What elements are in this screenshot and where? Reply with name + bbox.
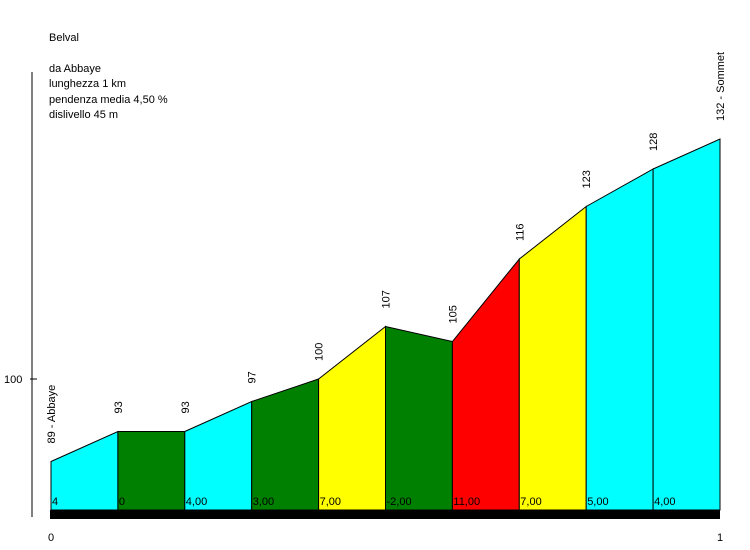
- climb-start: da Abbaye: [49, 62, 101, 75]
- climb-avg-gradient: pendenza media 4,50 %: [49, 93, 168, 106]
- elevation-label: 93: [113, 401, 125, 413]
- climb-info: Belval da Abbaye lunghezza 1 km pendenza…: [49, 31, 168, 124]
- elevation-label: 89 - Abbaye: [46, 385, 58, 444]
- y-tick-label: 100: [4, 374, 22, 386]
- x-tick-label: 0: [48, 532, 54, 544]
- climb-length: lunghezza 1 km: [49, 78, 127, 90]
- segment-gradient-label: 3,00: [253, 496, 274, 508]
- profile-segment: [652, 138, 721, 511]
- profile-segment: [318, 325, 386, 511]
- segment-gradient-label: 11,00: [453, 496, 480, 508]
- elevation-label: 105: [447, 305, 459, 323]
- elevation-label: 107: [381, 290, 393, 308]
- segment-gradient-label: 7,00: [320, 496, 341, 508]
- profile-segment: [50, 430, 119, 511]
- segment-gradient-label: 4: [52, 496, 58, 508]
- distance-baseline: [50, 510, 720, 519]
- elevation-label: 97: [247, 371, 259, 383]
- climb-title: Belval: [49, 32, 79, 44]
- segment-gradient-label: 7,00: [520, 496, 541, 508]
- elevation-label: 132 - Sommet: [715, 52, 727, 121]
- profile-segment: [518, 205, 587, 511]
- profile-segment: [385, 325, 453, 511]
- profile-segment: [451, 257, 520, 511]
- elevation-label: 116: [514, 223, 526, 241]
- climb-elevation-gain: dislivello 45 m: [49, 109, 119, 121]
- elevation-label: 128: [648, 133, 660, 151]
- profile-segment: [251, 378, 320, 511]
- segment-gradient-label: 4,00: [186, 496, 207, 508]
- elevation-label: 100: [314, 343, 326, 361]
- profile-segment: [585, 168, 654, 511]
- x-tick-label: 1: [717, 532, 723, 544]
- profile-segment: [184, 400, 253, 511]
- segment-gradient-label: 4,00: [654, 496, 675, 508]
- profile-segment: [117, 431, 186, 511]
- elevation-label: 123: [581, 170, 593, 188]
- elevation-label: 93: [180, 401, 192, 413]
- segment-gradient-label: 0: [119, 496, 125, 508]
- segment-gradient-label: 5,00: [587, 496, 608, 508]
- segment-gradient-label: -2,00: [387, 496, 412, 508]
